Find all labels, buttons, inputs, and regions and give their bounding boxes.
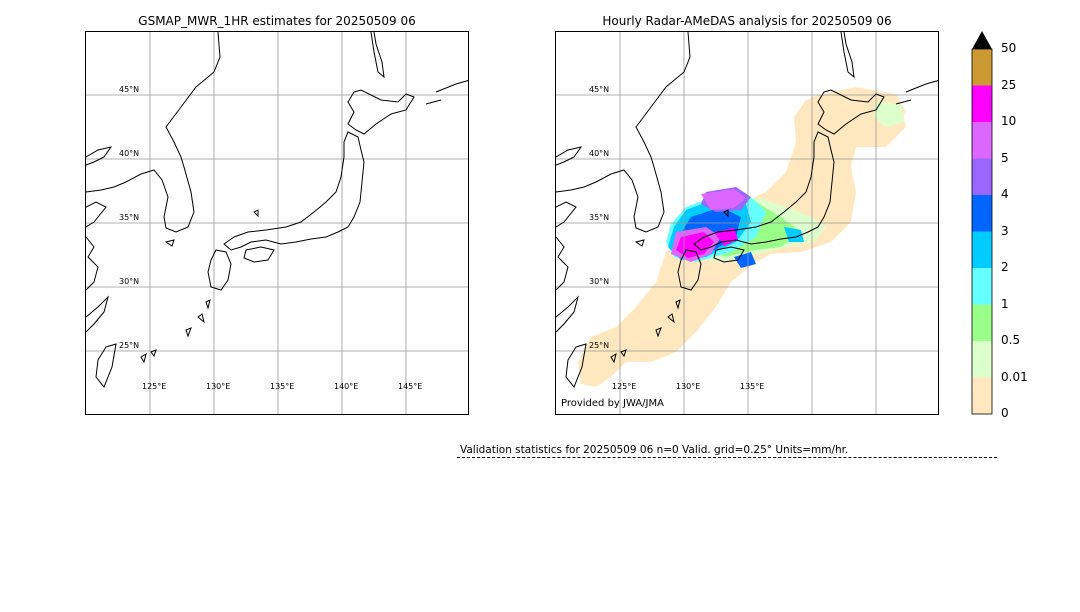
right-map-title: Hourly Radar-AMeDAS analysis for 2025050…	[602, 14, 892, 28]
colorbar-extend-triangle	[972, 31, 992, 49]
colorbar-tick-label: 1	[1001, 296, 1009, 311]
left-lat-label: 35°N	[119, 213, 140, 222]
colorbar-tick-label: 25	[1001, 77, 1017, 92]
validation-stats: Validation statistics for 20250509 06 n=…	[460, 444, 849, 456]
left-map-title: GSMAP_MWR_1HR estimates for 20250509 06	[138, 14, 416, 28]
colorbar-swatch	[972, 85, 992, 123]
colorbar-swatch	[972, 341, 992, 378]
right-lat-label: 25°N	[589, 341, 610, 350]
data-credit: Provided by JWA/JMA	[561, 398, 664, 409]
colorbar-tick-label: 3	[1001, 223, 1009, 238]
right-lat-label: 40°N	[589, 149, 610, 158]
colorbar-tick-label: 0.5	[1001, 333, 1021, 347]
right-lon-label: 130°E	[676, 382, 701, 391]
left-map-graphics	[86, 32, 468, 414]
right-lat-label: 30°N	[589, 277, 610, 286]
colorbar-swatch	[972, 122, 992, 159]
colorbar-tick-label: 4	[1001, 187, 1009, 201]
colorbar-tick-label: 10	[1001, 114, 1017, 128]
left-lon-label: 145°E	[398, 382, 423, 391]
colorbar-tick-label: 50	[1001, 41, 1017, 55]
colorbar-swatch	[972, 268, 992, 305]
left-lat-label: 25°N	[119, 341, 140, 350]
left-lon-label: 130°E	[206, 382, 231, 391]
colorbar-swatch	[972, 158, 992, 196]
colorbar-swatch	[972, 377, 992, 415]
validation-stats-underline	[457, 457, 997, 458]
colorbar	[971, 31, 993, 415]
left-lon-label: 135°E	[270, 382, 295, 391]
colorbar-frame	[971, 48, 993, 415]
precip-fields	[578, 87, 906, 387]
left-lat-label: 40°N	[119, 149, 140, 158]
colorbar-swatch	[972, 49, 992, 86]
left-lat-label: 45°N	[119, 85, 140, 94]
right-gridlines	[556, 32, 938, 414]
left-lat-label: 30°N	[119, 277, 140, 286]
colorbar-swatches	[972, 49, 992, 415]
left-coastlines	[86, 32, 468, 388]
left-map: 45°N 40°N 35°N 30°N 25°N 125°E 130°E 135…	[85, 31, 469, 415]
colorbar-swatch	[972, 195, 992, 232]
colorbar-swatch	[972, 231, 992, 269]
left-lon-label: 125°E	[142, 382, 167, 391]
right-lon-label: 125°E	[612, 382, 637, 391]
colorbar-tick-label: 0.01	[1001, 369, 1028, 384]
right-coastlines	[556, 32, 938, 388]
colorbar-tick-label: 5	[1001, 150, 1009, 165]
colorbar-tick-label: 2	[1001, 260, 1009, 274]
colorbar-tick-label: 0	[1001, 406, 1009, 420]
right-lat-label: 45°N	[589, 85, 610, 94]
right-lat-label: 35°N	[589, 213, 610, 222]
right-map-graphics	[556, 32, 938, 414]
right-lon-label: 135°E	[740, 382, 765, 391]
colorbar-swatch	[972, 304, 992, 342]
right-map: 45°N 40°N 35°N 30°N 25°N 125°E 130°E 135…	[555, 31, 939, 415]
left-gridlines	[86, 32, 468, 414]
left-lon-label: 140°E	[334, 382, 359, 391]
